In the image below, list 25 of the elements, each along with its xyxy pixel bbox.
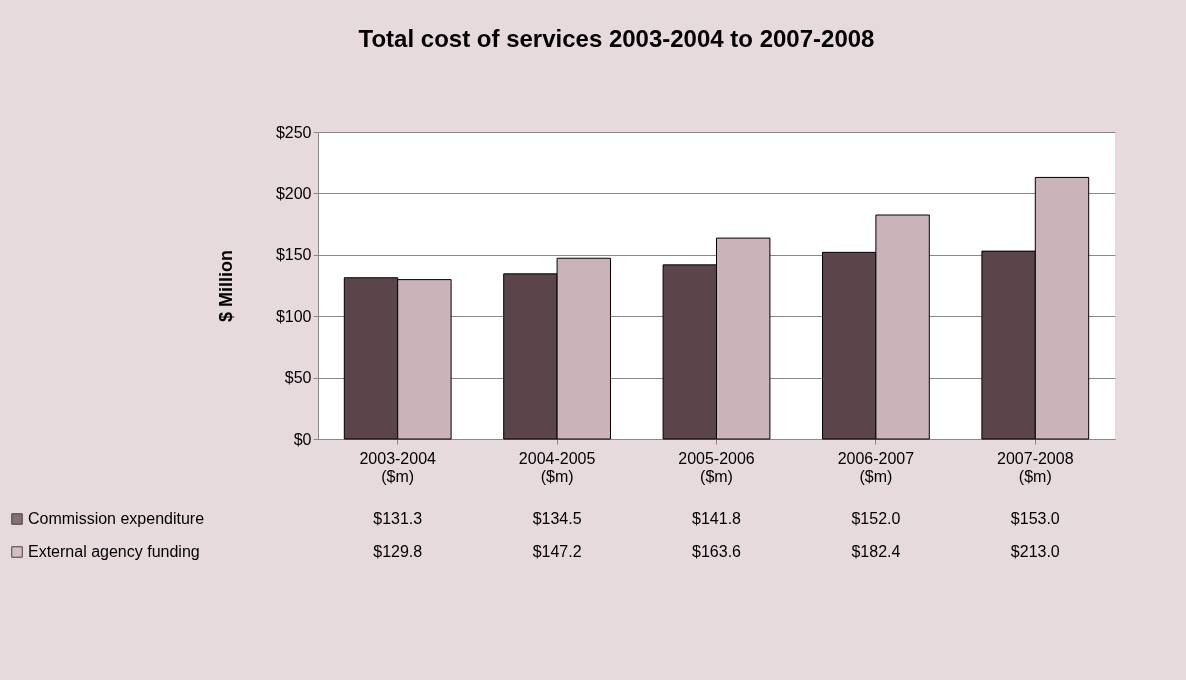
x-tick-label: 2007-2008 ($m) (997, 449, 1074, 485)
y-tick-label: $150 (275, 246, 312, 264)
data-label: $147.2 (532, 543, 582, 560)
data-label: $152.0 (851, 510, 901, 527)
x-tick-label: 2004-2005 ($m) (518, 449, 596, 485)
data-label: $182.4 (851, 543, 901, 560)
data-label: $129.8 (373, 543, 423, 560)
x-tick-label: 2005-2006 ($m) (678, 449, 755, 485)
data-label: $141.8 (692, 510, 742, 527)
legend-label: External agency funding (28, 543, 200, 560)
legend-label: Commission expenditure (28, 510, 205, 527)
y-tick-label: $50 (284, 369, 312, 387)
x-tick-label: 2006-2007 ($m) (837, 449, 915, 485)
data-label: $131.3 (373, 510, 423, 527)
y-tick-label: $0 (293, 430, 312, 448)
y-axis-title: $ Million (215, 250, 236, 322)
y-tick-label: $100 (275, 307, 312, 325)
y-tick-label: $200 (275, 184, 312, 202)
x-tick-label: 2003-2004 ($m) (359, 449, 437, 485)
data-label: $153.0 (1010, 510, 1060, 527)
data-label: $134.5 (532, 510, 582, 527)
data-label: $213.0 (1010, 543, 1060, 560)
data-label: $163.6 (692, 543, 742, 560)
y-tick-label: $250 (275, 123, 312, 141)
chart-title: Total cost of services 2003-2004 to 2007-2008 (358, 25, 875, 52)
